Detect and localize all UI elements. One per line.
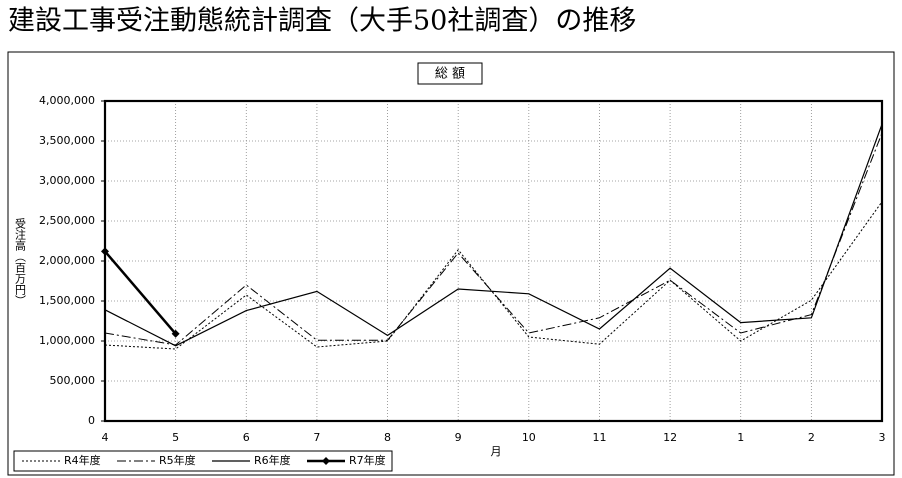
y-tick-label: 3,000,000: [39, 174, 95, 187]
chart-subtitle: 総 額: [435, 67, 465, 82]
series-line: [104, 132, 883, 346]
x-tick-label: 7: [313, 431, 320, 444]
x-tick-label: 1: [737, 431, 744, 444]
y-tick-label: 1,500,000: [39, 294, 95, 307]
x-tick-label: 12: [663, 431, 677, 444]
legend-box: [13, 450, 393, 472]
x-tick-label: 4: [102, 431, 109, 444]
y-tick-label: 4,000,000: [39, 94, 95, 107]
x-tick-label: 3: [879, 431, 886, 444]
chart-title: 建設工事受注動態統計調査（大手50社調査）の推移: [8, 6, 636, 37]
legend-label: R4年度: [64, 453, 101, 467]
point-marker: [171, 329, 180, 338]
legend-label: R7年度: [349, 453, 386, 467]
y-tick-label: 2,500,000: [39, 214, 95, 227]
x-axis-label: 月: [491, 445, 502, 458]
x-tick-label: 11: [592, 431, 606, 444]
y-tick-label: 0: [88, 414, 95, 427]
chart-frame: [7, 51, 895, 476]
subtitle-box: [417, 62, 483, 85]
series-line: [104, 201, 883, 350]
x-tick-label: 10: [522, 431, 536, 444]
x-tick-label: 6: [243, 431, 250, 444]
y-tick-label: 500,000: [50, 374, 96, 387]
x-tick-label: 2: [808, 431, 815, 444]
x-tick-label: 5: [172, 431, 179, 444]
plot-frame: [103, 99, 884, 423]
legend-label: R6年度: [254, 453, 291, 467]
legend-label: R5年度: [159, 453, 196, 467]
y-tick-label: 2,000,000: [39, 254, 95, 267]
x-tick-label: 9: [455, 431, 462, 444]
x-tick-label: 8: [384, 431, 391, 444]
y-tick-label: 3,500,000: [39, 134, 95, 147]
y-tick-label: 1,000,000: [39, 334, 95, 347]
series-line: [104, 123, 883, 347]
series-line: [104, 250, 177, 335]
y-axis-label: 受注高（百万円）: [14, 218, 27, 306]
legend-marker: [322, 457, 330, 465]
